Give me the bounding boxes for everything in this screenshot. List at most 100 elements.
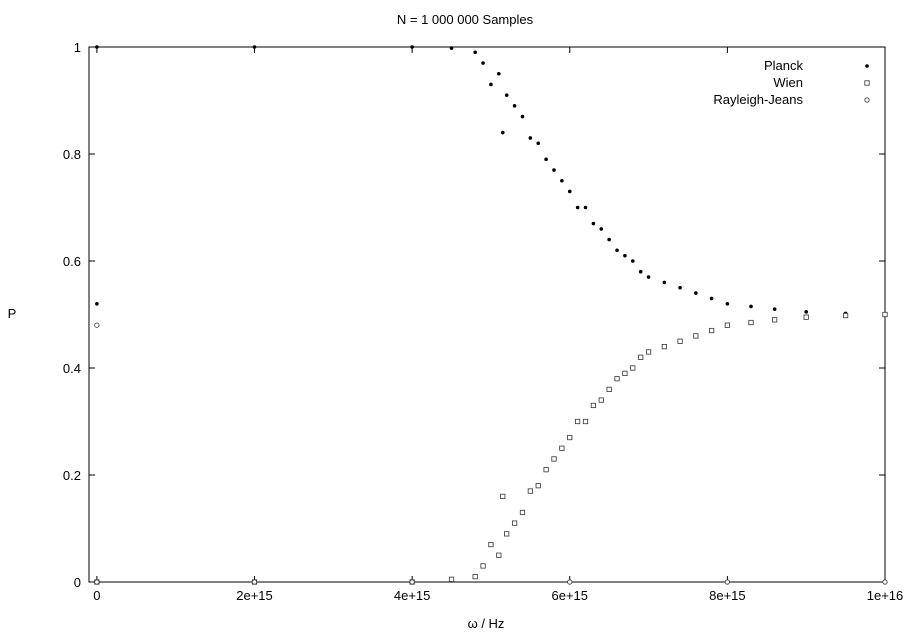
wien-point	[535, 483, 541, 489]
wien-point	[748, 319, 754, 326]
wien-point	[622, 370, 628, 376]
wien-point	[882, 311, 888, 318]
wien-point	[630, 365, 636, 371]
planck-point	[772, 307, 777, 311]
planck-point	[528, 136, 533, 140]
planck-point	[599, 227, 604, 231]
planck-point	[804, 310, 808, 314]
planck-point	[623, 253, 627, 258]
wien-point	[645, 349, 652, 355]
wien-point	[661, 343, 667, 350]
planck-point	[607, 237, 611, 242]
legend-label: Wien	[773, 75, 803, 90]
planck-point	[631, 259, 635, 263]
wien-point	[638, 354, 644, 360]
x-tick-label: 8e+15	[709, 588, 746, 603]
planck-point	[497, 71, 501, 76]
y-tick-label: 0.4	[63, 361, 81, 376]
wien-point	[598, 397, 604, 403]
legend-marker	[865, 64, 869, 68]
planck-point	[694, 291, 698, 295]
planck-point	[500, 130, 505, 135]
planck-point	[520, 114, 525, 119]
wien-point	[504, 531, 510, 537]
planck-point	[544, 157, 548, 162]
planck-point	[638, 269, 643, 274]
wien-point	[480, 563, 486, 569]
planck-point	[615, 248, 619, 253]
y-tick-label: 0.6	[63, 254, 81, 269]
x-tick-label: 0	[93, 588, 100, 603]
x-tick-label: 1e+16	[867, 588, 904, 603]
planck-point	[575, 205, 580, 210]
y-tick-label: 0.8	[63, 147, 81, 162]
planck-point	[678, 285, 682, 290]
x-tick-label: 4e+15	[394, 588, 431, 603]
wien-point	[559, 445, 565, 451]
plot-frame	[88, 46, 886, 583]
legend-marker	[864, 97, 870, 103]
wien-point	[772, 317, 778, 323]
wien-point	[519, 509, 526, 516]
planck-point	[646, 275, 651, 279]
rayleigh-jeans-point	[94, 322, 100, 328]
wien-point	[496, 552, 502, 558]
wien-point	[582, 418, 589, 425]
planck-point	[449, 46, 454, 50]
wien-point	[709, 327, 715, 334]
wien-point	[448, 576, 455, 582]
planck-point	[567, 189, 572, 194]
rayleigh-jeans-point	[251, 579, 258, 585]
planck-point	[560, 178, 564, 183]
chart-title: N = 1 000 000 Samples	[397, 12, 534, 27]
wien-point	[527, 488, 533, 494]
planck-point	[591, 221, 596, 226]
planck-point	[709, 296, 714, 301]
wien-point	[575, 418, 581, 425]
rayleigh-jeans-point	[94, 579, 100, 585]
planck-point	[95, 302, 99, 306]
wien-point	[500, 493, 506, 500]
planck-point	[504, 93, 509, 97]
wien-point	[567, 434, 573, 441]
rayleigh-jeans-point	[724, 579, 730, 585]
planck-point	[252, 45, 257, 49]
rayleigh-jeans-point	[409, 579, 415, 585]
planck-point	[512, 104, 517, 108]
wien-point	[724, 322, 730, 328]
wien-point	[543, 467, 549, 473]
wien-point	[842, 312, 849, 319]
legend-label: Rayleigh-Jeans	[713, 92, 803, 107]
wien-point	[551, 456, 557, 462]
legend: Planck Wien Rayleigh-Jeans	[713, 58, 870, 107]
legend-label: Planck	[764, 58, 804, 73]
wien-point	[693, 333, 699, 339]
y-axis-label: P	[8, 306, 17, 321]
wien-point	[590, 402, 596, 409]
data-points	[94, 45, 888, 585]
wien-point	[472, 574, 478, 580]
wien-point	[511, 520, 518, 526]
x-axis-label: ω / Hz	[468, 616, 505, 631]
y-tick-label: 1	[74, 40, 81, 55]
axis-ticks: 0 2e+15 4e+15 6e+15 8e+15 1e+16 0 0.2 0.4 0.6 0.8 1	[63, 40, 903, 603]
planck-point	[481, 61, 485, 65]
y-tick-label: 0.2	[63, 468, 81, 483]
planck-point	[662, 280, 667, 285]
planck-point	[749, 304, 753, 309]
wien-point	[488, 541, 494, 548]
y-tick-label: 0	[74, 575, 81, 590]
planck-point	[583, 205, 588, 210]
x-tick-label: 6e+15	[551, 588, 588, 603]
x-tick-label: 2e+15	[236, 588, 273, 603]
planck-point	[489, 82, 493, 87]
wien-point	[614, 376, 620, 382]
planck-point	[536, 141, 541, 146]
rayleigh-jeans-point	[882, 579, 888, 585]
rayleigh-jeans-point	[567, 579, 573, 585]
planck-point	[95, 45, 99, 49]
planck-point	[725, 302, 730, 306]
planck-point	[473, 50, 477, 55]
wien-point	[677, 338, 683, 344]
